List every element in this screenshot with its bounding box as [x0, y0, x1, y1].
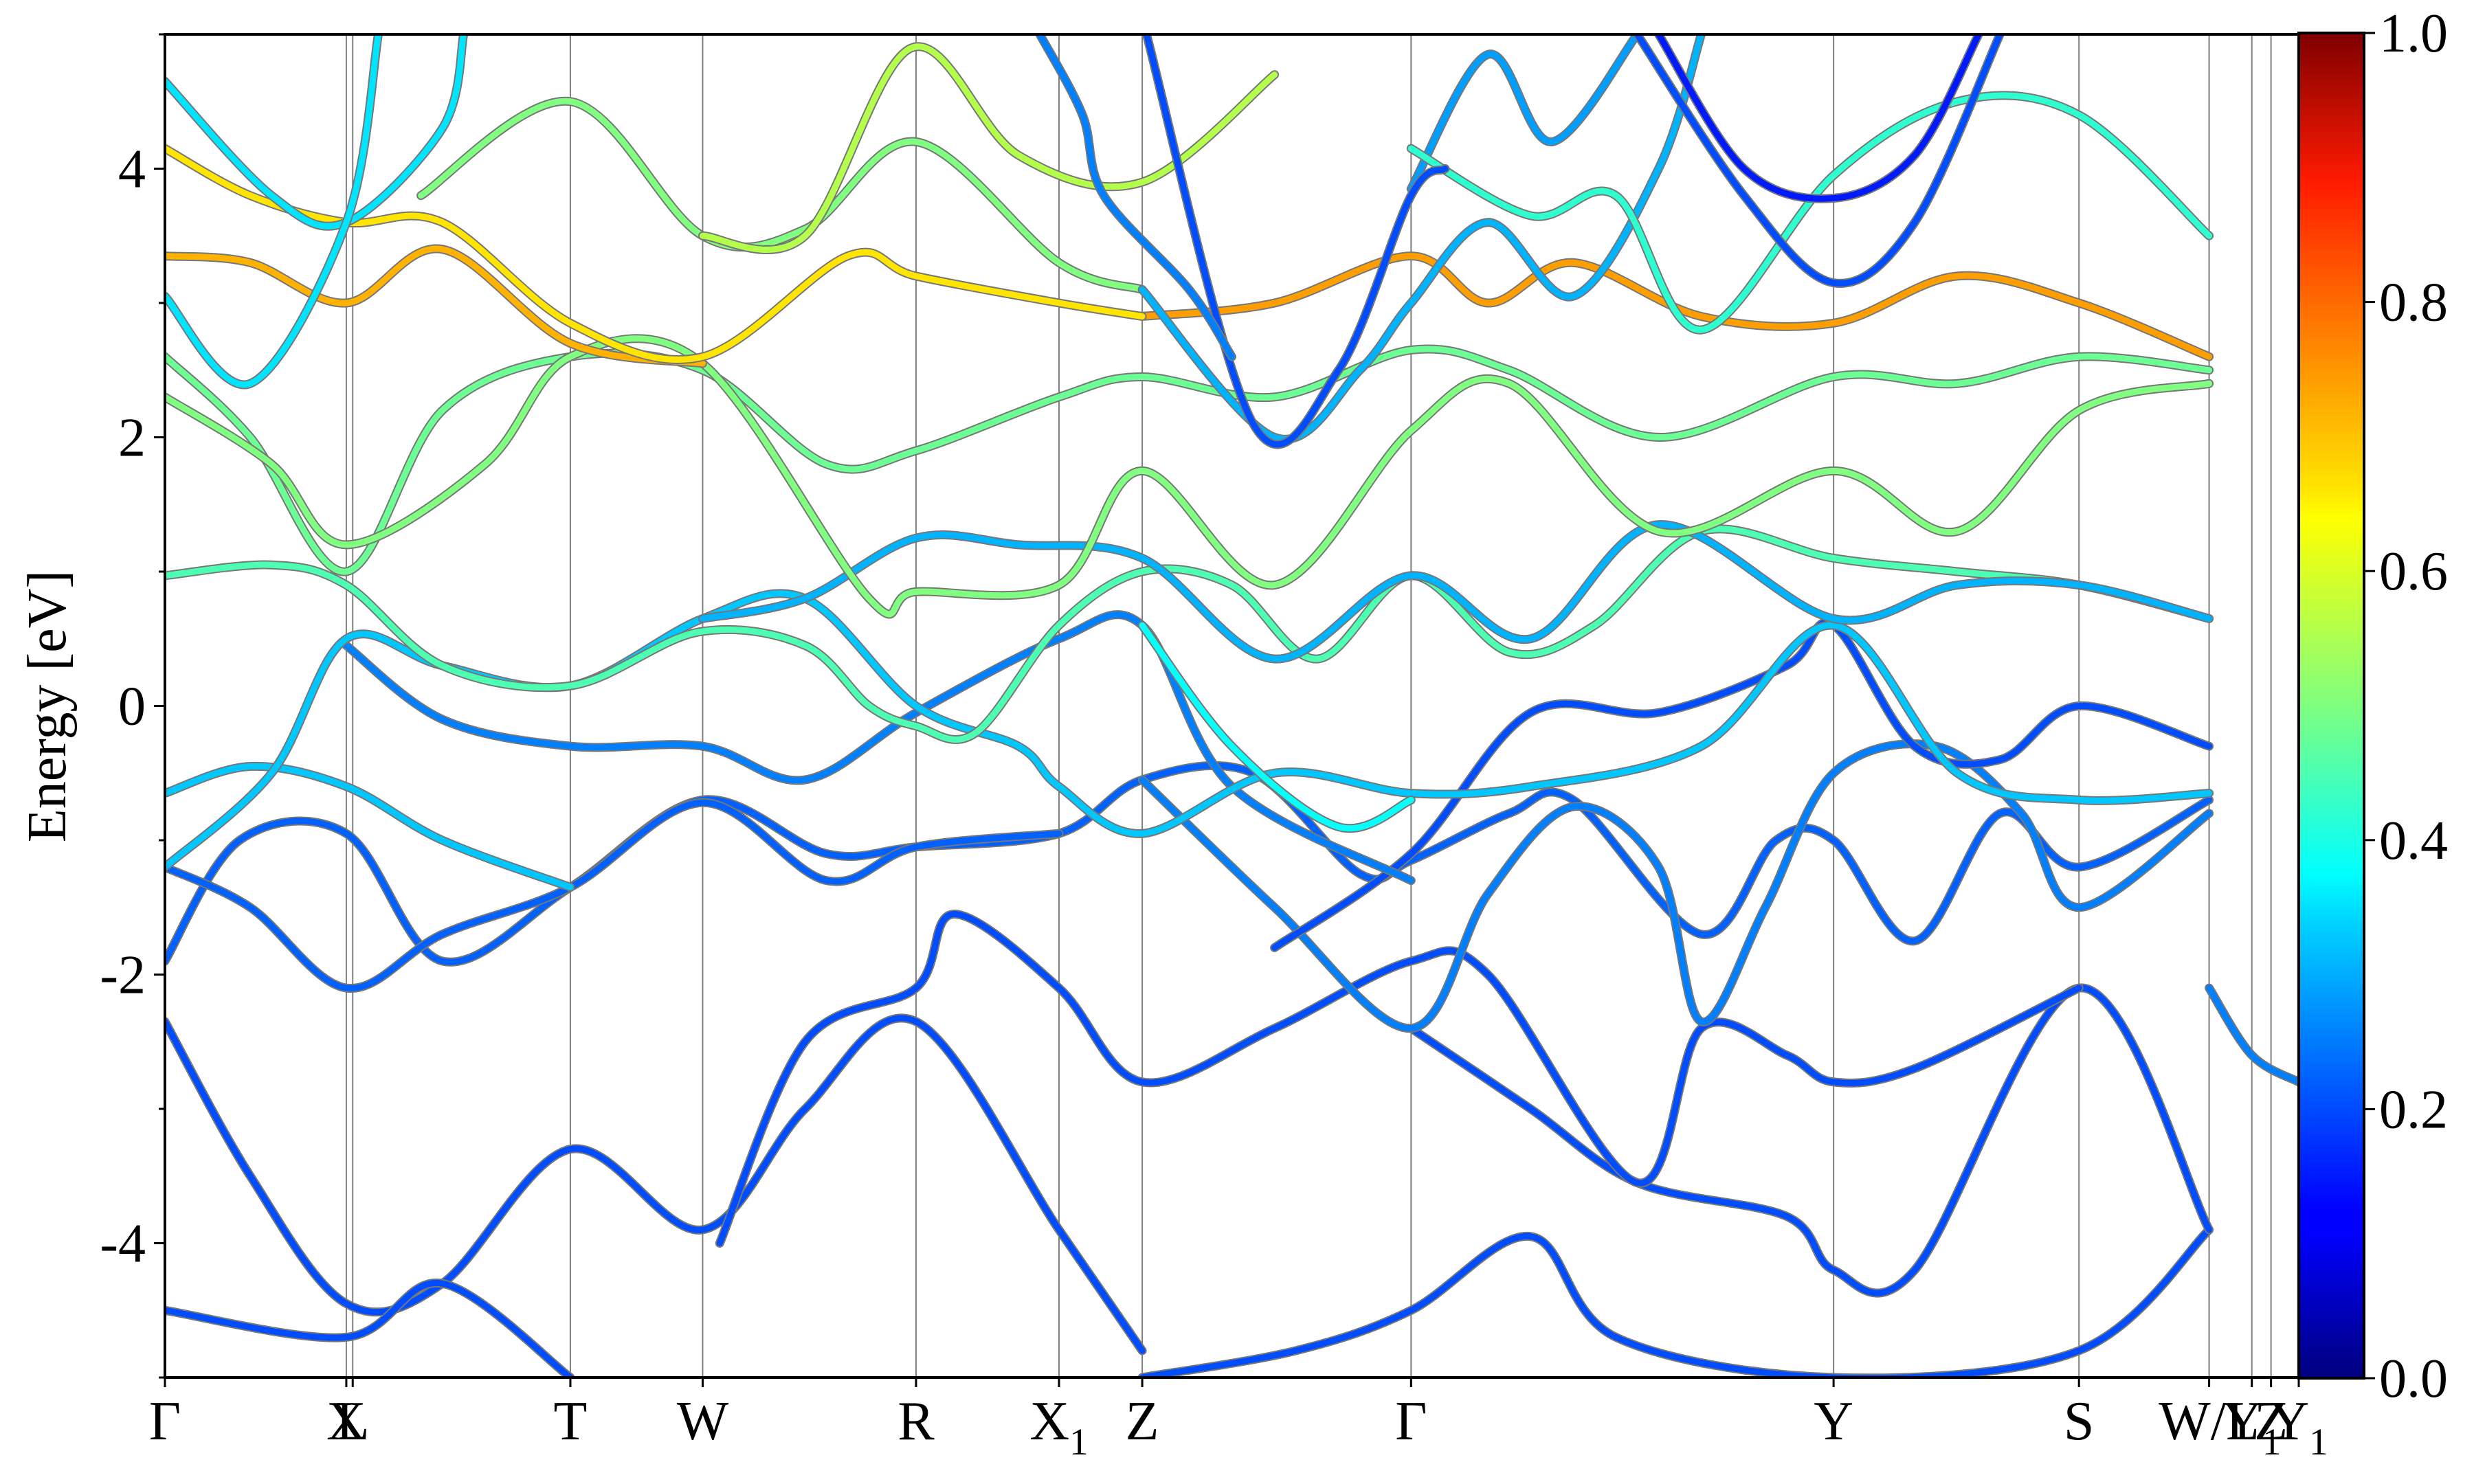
x-tick-label: X1 — [1029, 1391, 1088, 1463]
band-line — [1407, 985, 2213, 1296]
colorbar — [2297, 32, 2365, 1380]
band-line — [165, 346, 2213, 575]
band-line — [1407, 34, 1640, 192]
band-line — [1139, 1226, 2213, 1378]
band-line — [1139, 253, 2213, 360]
band-line — [1139, 622, 1414, 832]
band-line — [343, 611, 1414, 884]
x-tick-label: Z — [2254, 1391, 2288, 1452]
x-tick-label: Γ — [1395, 1391, 1427, 1452]
band-outline — [1137, 739, 2214, 1033]
band-line — [165, 799, 1062, 991]
band-line — [2206, 985, 2299, 1086]
band-line — [1271, 619, 2213, 951]
band-outline — [2205, 983, 2299, 1087]
colorbar-tick-label: 0.6 — [2379, 541, 2448, 602]
x-tick-label: T — [554, 1391, 588, 1452]
colorbar-ticks: 0.0 0.2 0.4 0.6 0.8 1.0 — [2364, 3, 2448, 1409]
band-line — [165, 34, 381, 388]
x-tick-label: Z — [1126, 1391, 1159, 1452]
band-outline — [165, 1013, 1147, 1356]
y-tick-label: 4 — [118, 139, 146, 200]
band-line — [1407, 92, 2213, 333]
band-line — [165, 1279, 574, 1378]
y-tick-label: -2 — [100, 945, 146, 1006]
high-symmetry-lines — [345, 34, 2272, 1378]
band-line — [165, 245, 706, 367]
band-line — [699, 521, 2213, 662]
x-tick-label: Y — [1814, 1391, 1853, 1452]
y-axis-label: Energy [eV] — [17, 570, 78, 842]
band-line — [1656, 34, 1982, 202]
band-line — [1139, 741, 2213, 1032]
band-line — [1143, 34, 1449, 448]
band-line — [1139, 34, 1705, 442]
x-tick-label: X — [326, 1391, 366, 1452]
x-tick-label: L — [336, 1391, 370, 1452]
band-line — [418, 98, 1146, 293]
colorbar-tick-label: 0.8 — [2379, 273, 2448, 333]
band-line — [165, 763, 574, 890]
colorbar-tick-label: 1.0 — [2379, 3, 2448, 64]
band-line — [165, 1015, 1146, 1354]
y-tick-label: 2 — [118, 408, 146, 469]
plot-frame — [164, 33, 2300, 1379]
x-tick-subscript: 1 — [2309, 1421, 2328, 1463]
x-tick-subscript: 1 — [1069, 1421, 1089, 1463]
x-tick-label: Γ — [149, 1391, 181, 1452]
band-outline — [416, 96, 1147, 294]
x-tick-label: W/L — [2159, 1391, 2260, 1452]
band-line — [1634, 34, 2003, 286]
colorbar-tick-label: 0.4 — [2379, 811, 2448, 871]
band-line — [165, 335, 2213, 618]
x-tick-label: S — [2064, 1391, 2095, 1452]
band-line — [165, 145, 1146, 363]
y-tick-label: 0 — [118, 677, 146, 737]
x-tick-label: R — [898, 1391, 935, 1452]
energy-bands — [165, 34, 2299, 1378]
band-outline — [1137, 34, 1706, 444]
colorbar-tick-label: 0.2 — [2379, 1079, 2448, 1140]
band-outline — [165, 761, 2214, 967]
band-outline — [165, 798, 1064, 993]
x-tick-label: W — [677, 1391, 729, 1452]
band-line — [1036, 34, 1235, 360]
y-axis-ticks: -4 -2 0 2 4 — [100, 33, 165, 1379]
colorbar-tick-label: 0.0 — [2379, 1349, 2448, 1409]
x-tick-subscript: 1 — [2262, 1421, 2282, 1463]
y-tick-label: -4 — [100, 1214, 146, 1274]
band-line — [716, 911, 2082, 1246]
band-line — [699, 43, 1278, 253]
band-line — [165, 526, 2213, 743]
